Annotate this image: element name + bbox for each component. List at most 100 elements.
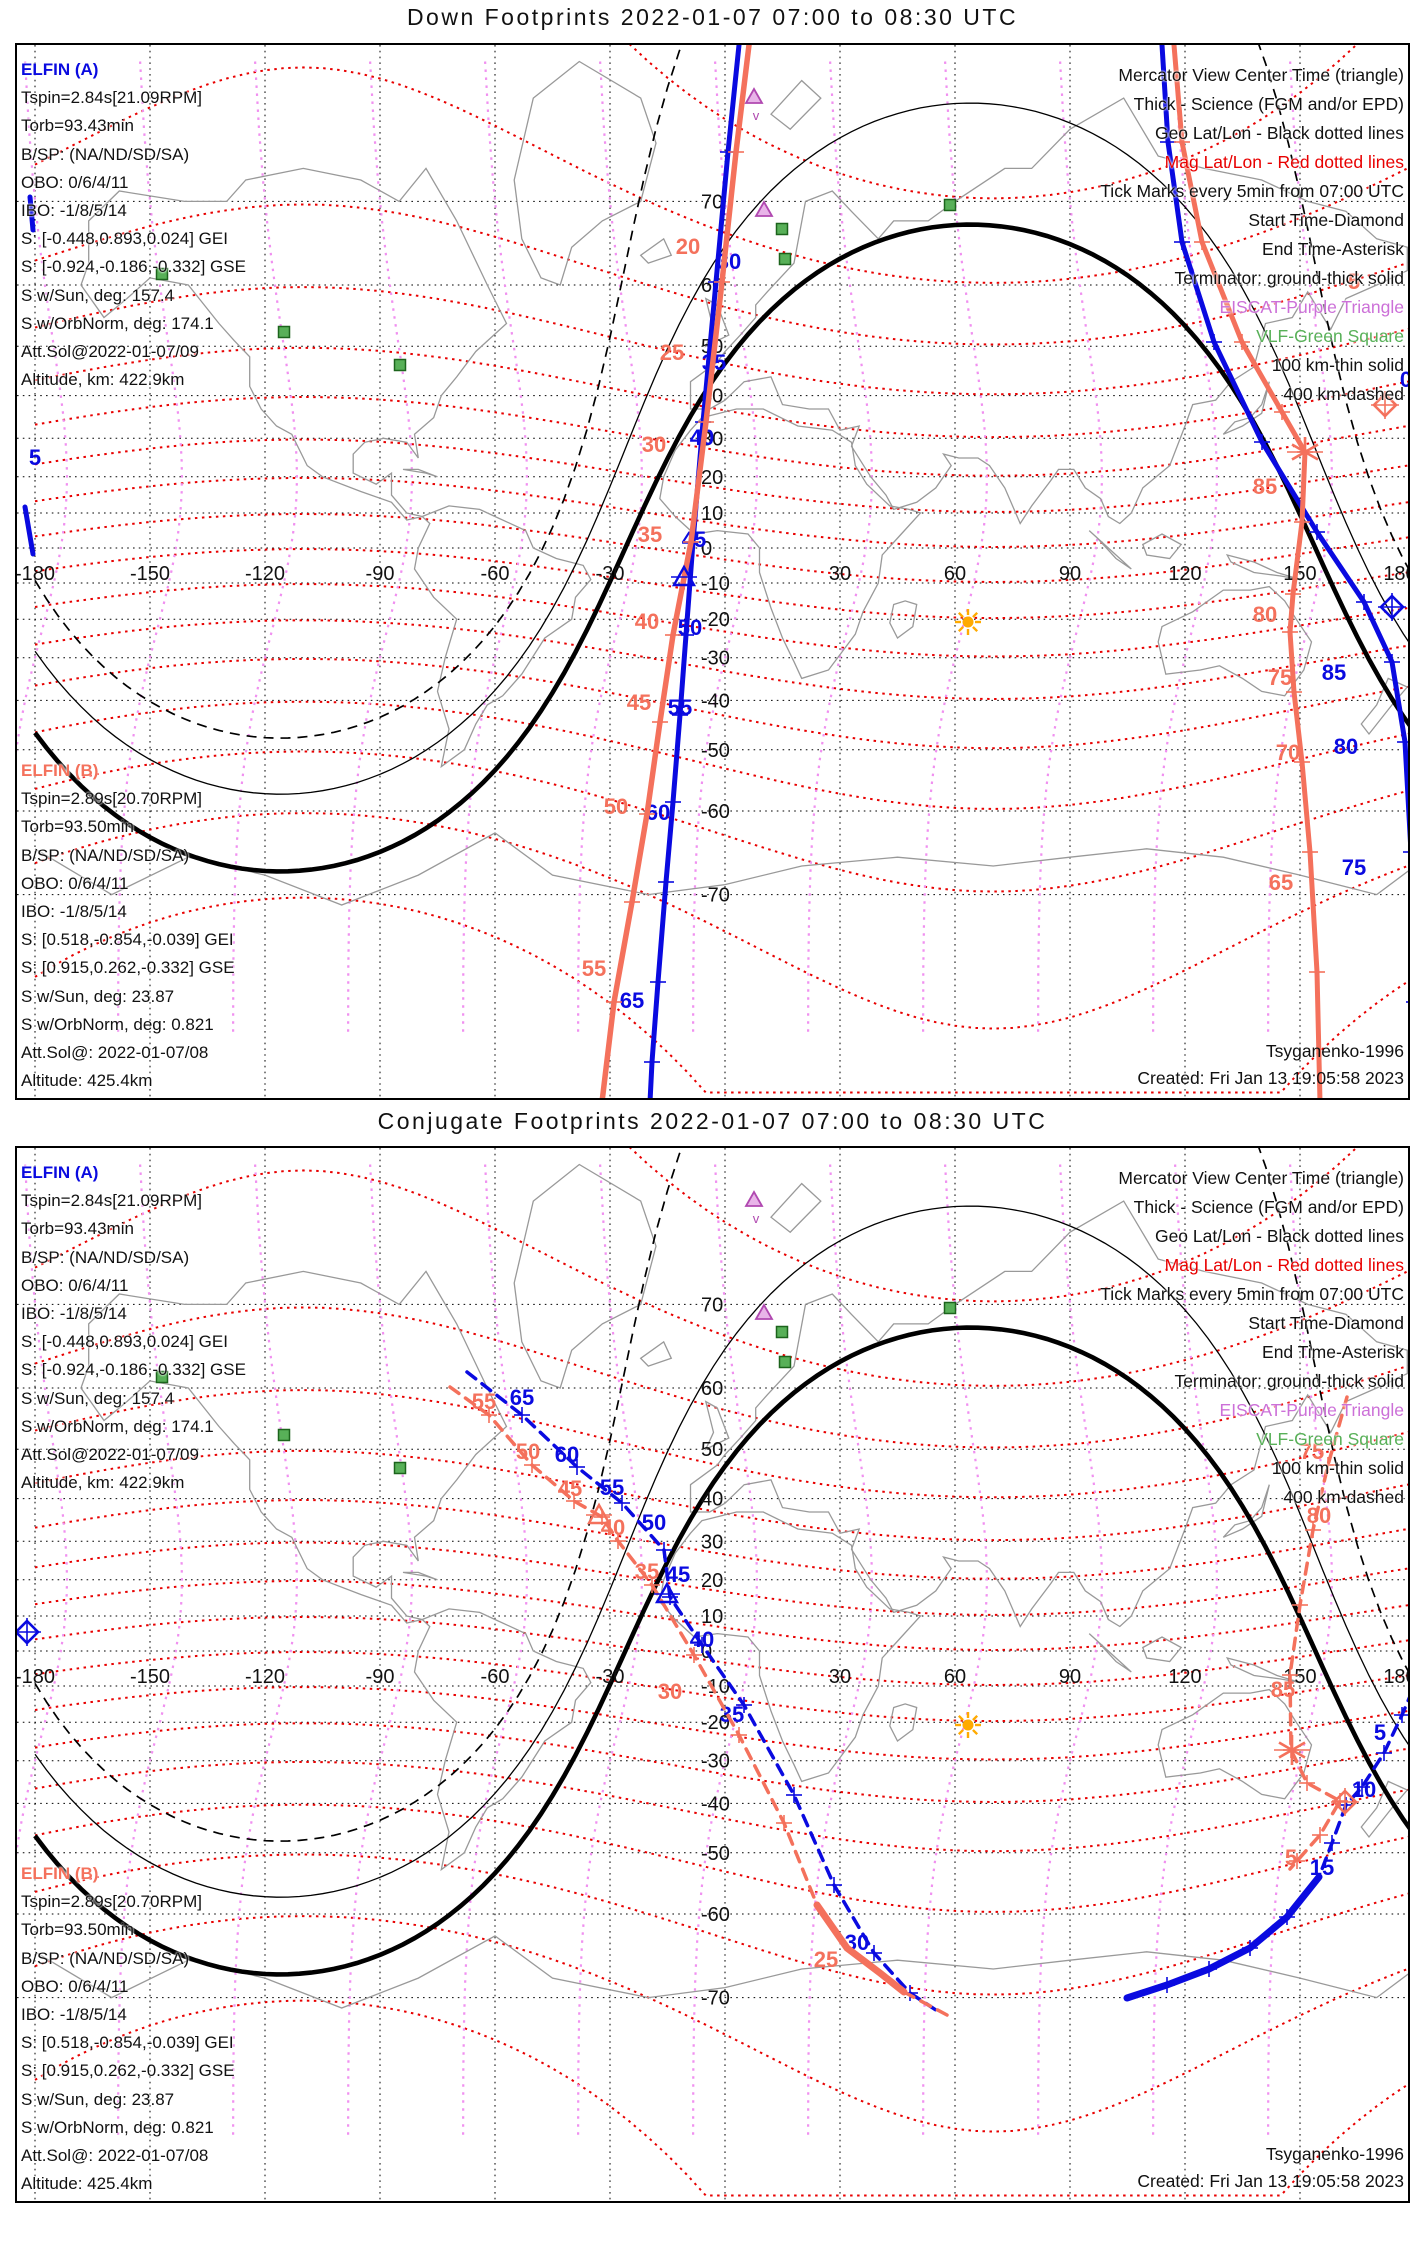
lat-label: -60	[701, 801, 730, 823]
elfin-a-track	[27, 194, 36, 233]
lon-label: 60	[944, 1666, 966, 1688]
track-maglat-label: 0	[1400, 367, 1408, 392]
coastline	[639, 237, 673, 264]
info-line: S: [0.518,-0.854,-0.039] GEI	[21, 930, 234, 950]
vlf-green-square-icon	[277, 1428, 291, 1442]
vlf-green-square-icon	[155, 267, 169, 281]
elfin-b-track	[813, 1901, 908, 1996]
lon-label: 30	[829, 563, 851, 585]
mag-lat-line	[34, 1541, 1408, 1616]
info-line: Tspin=2.84s[21.09RPM]	[21, 88, 202, 108]
mag-meridian-line	[232, 1164, 299, 2138]
coastline	[1157, 585, 1313, 697]
track-maglat-label: 85	[1322, 660, 1346, 685]
mag-lat-line	[34, 547, 1408, 620]
credits: Tsyganenko-1996 Created: Fri Jan 13 19:05…	[1137, 2141, 1404, 2195]
track-maglat-label: 60	[555, 1442, 579, 1467]
terminator-400km-dashed	[34, 45, 1408, 739]
track-maglat-label: 75	[1300, 1439, 1324, 1464]
mag-meridian-line	[462, 61, 529, 1035]
lat-label: 70	[701, 1294, 723, 1316]
coastline	[80, 167, 508, 521]
mag-lat-line	[34, 512, 1408, 584]
mag-lat-line	[34, 346, 1408, 439]
track-maglat-label: 55	[582, 956, 606, 981]
coastline	[1088, 1633, 1132, 1673]
credit-created: Created: Fri Jan 13 19:05:58 2023	[1137, 2171, 1404, 2191]
coastline	[1222, 381, 1270, 435]
lat-label: -50	[701, 1843, 730, 1865]
vlf-green-square-icon	[155, 1370, 169, 1384]
lat-label: -20	[701, 1712, 730, 1734]
terminator-ground-thick	[33, 222, 1408, 874]
track-maglat-label: 80	[1334, 734, 1358, 759]
lon-label: 180	[1383, 563, 1408, 585]
lon-label: -180	[17, 1666, 55, 1688]
info-block-elfin-b: ELFIN (B) Tspin=2.89s[20.70RPM] Torb=93.50…	[21, 757, 235, 1095]
info-line: IBO: -1/8/5/14	[21, 902, 127, 922]
mag-meridian-line	[1037, 1164, 1104, 2138]
start-diamond-icon	[17, 1618, 41, 1646]
terminator-ground-thick	[33, 1325, 1408, 1977]
info-line: B/SP: (NA/ND/SD/SA)	[21, 1948, 190, 1968]
lon-label: -180	[17, 563, 55, 585]
info-line: OBO: 0/6/4/11	[21, 873, 129, 893]
coastline	[659, 408, 922, 680]
legend-line: Start Time-Diamond	[1248, 1313, 1404, 1333]
lat-label: 20	[701, 1570, 723, 1592]
track-maglat-label: 75	[1268, 665, 1292, 690]
track-maglat-label: 50	[604, 794, 628, 819]
center-time-triangle-icon	[654, 1581, 680, 1604]
lon-label: -60	[481, 1666, 510, 1688]
center-time-pointer: v	[753, 1211, 760, 1226]
track-maglat-label: 40	[601, 1515, 625, 1540]
lon-label: -60	[481, 563, 510, 585]
coastline	[639, 1340, 673, 1367]
track-maglat-label: 50	[642, 1510, 666, 1535]
info-line: Tspin=2.84s[21.09RPM]	[21, 1191, 202, 1211]
coastline	[1157, 1688, 1313, 1800]
mag-lat-line	[34, 1169, 1408, 1387]
coastline	[889, 1703, 918, 1742]
info-line: Att.Sol@2022-01-07/09	[21, 1445, 199, 1465]
start-diamond-icon	[1331, 1788, 1359, 1816]
coastline	[889, 600, 918, 639]
info-line: S: [-0.448,0.893,0.024] GEI	[21, 1332, 228, 1352]
coastline	[770, 1182, 822, 1234]
terminator-100km-thin	[34, 1205, 1408, 1898]
info-line: S w/OrbNorm, deg: 0.821	[21, 2117, 214, 2137]
info-line: OBO: 0/6/4/11	[21, 1275, 129, 1295]
vlf-green-square-icon	[775, 222, 789, 236]
info-line: S: [-0.448,0.893,0.024] GEI	[21, 229, 228, 249]
legend-line: End Time-Asterisk	[1262, 1342, 1404, 1362]
eiscat-purple-triangle-icon	[744, 1190, 764, 1207]
mag-lat-line	[34, 1615, 1408, 1687]
info-line: Altitude: 425.4km	[21, 1071, 153, 1091]
mag-lat-line	[34, 619, 1408, 701]
lat-label: 30	[701, 1531, 723, 1553]
info-line: Altitude, km: 422.9km	[21, 1473, 185, 1493]
vlf-green-square-icon	[393, 358, 407, 372]
center-time-triangle-icon	[671, 564, 697, 587]
sun-icon	[955, 1712, 981, 1738]
info-line: Torb=93.43min	[21, 1219, 134, 1239]
info-line: S: [-0.924,-0.186,-0.332] GSE	[21, 257, 246, 277]
lat-label: 50	[701, 1439, 723, 1461]
elfin-b-track	[902, 1990, 949, 2017]
legend-line: Mag Lat/Lon - Red dotted lines	[1164, 1255, 1404, 1275]
mag-lat-line	[34, 1449, 1408, 1542]
mag-meridian-line	[117, 1164, 184, 2138]
coastline	[513, 60, 657, 286]
panel-conjugate-footprints: 70 60 50 40 30 20 10 0 -10 -20 -30 -40 -50 -60 -70 -180…	[15, 1146, 1410, 2203]
lat-label: -20	[701, 609, 730, 631]
mag-lat-line	[34, 1498, 1408, 1580]
coastline	[1088, 530, 1132, 570]
start-diamond-icon	[1371, 391, 1399, 419]
track-maglat-label: 25	[660, 340, 684, 365]
lon-label: 30	[829, 1666, 851, 1688]
info-line: S w/OrbNorm, deg: 174.1	[21, 1416, 214, 1436]
info-line: ELFIN (B)	[21, 1864, 99, 1883]
mag-lat-line	[34, 812, 1408, 1030]
lat-label: -40	[701, 1793, 730, 1815]
track-maglat-label: 5	[29, 445, 41, 470]
